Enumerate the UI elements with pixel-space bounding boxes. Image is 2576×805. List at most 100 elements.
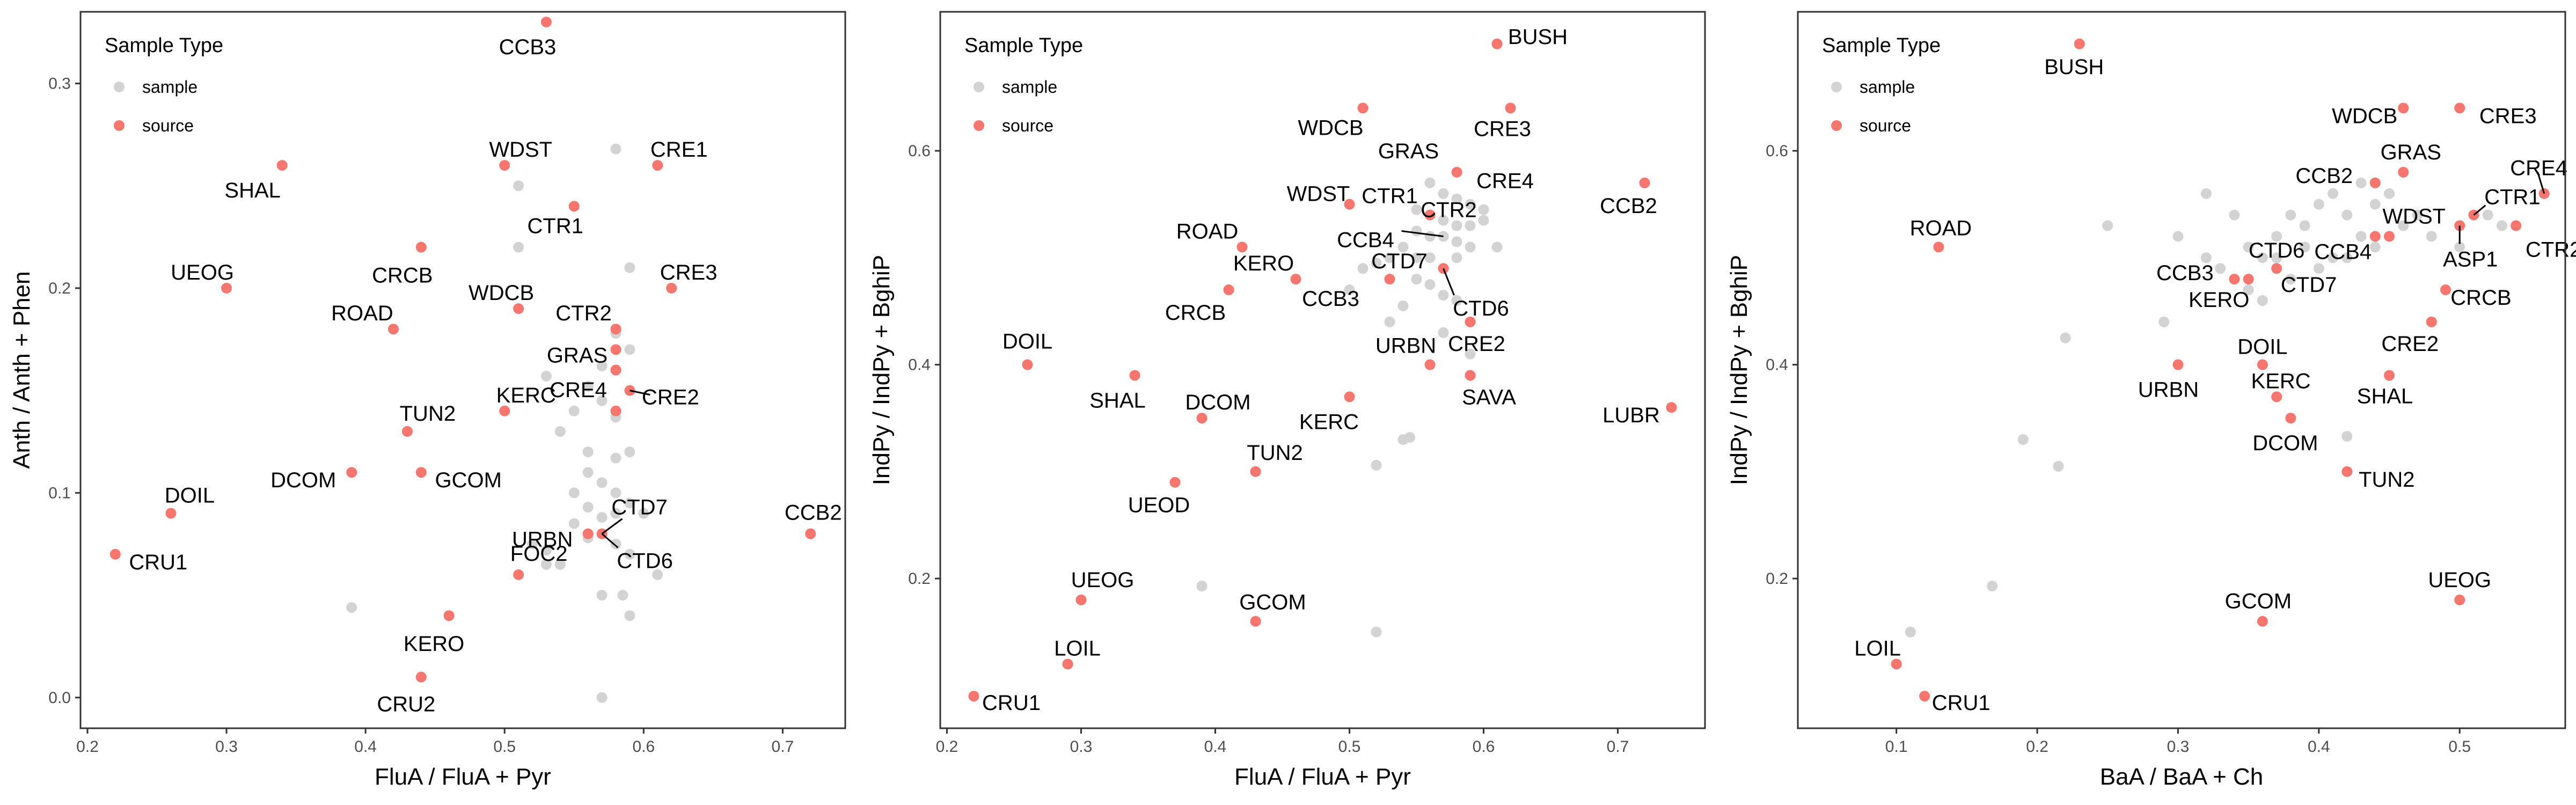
legend-key-source <box>974 120 984 131</box>
source-point <box>2341 466 2353 477</box>
point-label: CTR1 <box>1362 185 1417 208</box>
legend-key-source <box>1831 120 1842 131</box>
source-point <box>2384 370 2395 381</box>
point-label: URBN <box>2138 378 2199 402</box>
point-label: ROAD <box>331 302 393 325</box>
point-label: KERO <box>2189 288 2249 312</box>
series-source <box>968 38 1677 702</box>
sample-point <box>596 590 608 601</box>
y-tick-label: 0.0 <box>48 689 71 707</box>
point-label: GRAS <box>547 344 608 368</box>
sample-point <box>1411 204 1422 215</box>
point-label: WDST <box>489 138 552 162</box>
source-point <box>165 508 177 519</box>
sample-point <box>2285 274 2296 285</box>
point-label: CTD7 <box>1371 250 1427 273</box>
sample-point <box>624 262 635 273</box>
source-point <box>1666 402 1677 413</box>
point-label: CRCB <box>2450 286 2511 310</box>
source-point <box>1062 658 1073 670</box>
source-point <box>2074 38 2085 49</box>
sample-point <box>582 381 594 392</box>
point-label: KERO <box>404 632 464 656</box>
source-point <box>1290 274 1301 285</box>
source-point <box>1129 370 1140 381</box>
source-point <box>1236 241 1248 253</box>
legend: Sample Type sample source <box>964 34 1083 135</box>
sample-point <box>2243 241 2254 253</box>
point-label: CRE3 <box>660 261 718 284</box>
source-point <box>1491 38 1503 49</box>
source-point <box>415 241 427 253</box>
point-label: TUN2 <box>2359 468 2414 492</box>
x-axis: 0.2 0.3 0.4 0.5 0.6 0.7 <box>936 728 1629 756</box>
sample-point <box>1344 284 1355 296</box>
point-label: DCOM <box>1185 391 1250 414</box>
point-label: WDCB <box>469 281 534 305</box>
point-label: CRE4 <box>550 378 607 402</box>
sample-point <box>1424 231 1436 242</box>
sample-point <box>652 569 663 580</box>
point-label: DCOM <box>2252 431 2318 455</box>
source-point <box>499 405 510 416</box>
sample-point <box>2341 431 2353 442</box>
point-label: LOIL <box>1054 636 1101 660</box>
sample-point <box>2200 252 2212 264</box>
point-label: TUN2 <box>1247 441 1302 465</box>
sample-point <box>596 395 608 406</box>
source-point <box>2243 274 2254 285</box>
sample-point <box>582 467 594 478</box>
sample-point <box>1424 279 1436 290</box>
point-label: GRAS <box>1378 140 1439 163</box>
legend-label-source: source <box>142 116 194 135</box>
label-leader-line <box>1443 268 1455 296</box>
sample-point <box>2369 199 2381 210</box>
sample-point <box>2328 252 2339 264</box>
point-label: UEOG <box>2428 568 2491 592</box>
sample-point <box>568 487 580 499</box>
sample-point <box>2384 188 2395 199</box>
x-tick-label: 0.3 <box>2167 738 2190 756</box>
point-label: CTR2 <box>2526 238 2576 262</box>
source-point <box>2440 284 2451 296</box>
sample-point <box>2341 209 2353 221</box>
source-point <box>1919 691 1930 702</box>
sample-point <box>2369 241 2381 253</box>
source-point <box>415 671 427 683</box>
sample-point <box>610 538 621 550</box>
point-label: CTD6 <box>1453 297 1509 320</box>
sample-point <box>2482 209 2493 221</box>
legend-title: Sample Type <box>105 34 223 57</box>
x-tick-label: 0.2 <box>936 738 958 756</box>
source-point <box>2172 359 2184 370</box>
label-leader-line <box>2537 172 2545 194</box>
point-label: CCB3 <box>2156 261 2214 285</box>
sample-point <box>2454 241 2465 253</box>
sample-point <box>624 344 635 355</box>
panel-border <box>1797 11 2566 729</box>
y-tick-label: 0.2 <box>1766 570 1788 588</box>
source-point <box>221 282 232 294</box>
sample-point <box>582 447 594 458</box>
source-point <box>443 610 455 621</box>
sample-point <box>1465 220 1476 231</box>
x-tick-label: 0.3 <box>1070 738 1093 756</box>
sample-point <box>540 559 552 570</box>
point-label: TUN2 <box>400 402 456 426</box>
source-point <box>2257 616 2268 627</box>
source-point <box>2257 359 2268 370</box>
sample-point <box>568 518 580 529</box>
point-label: BUSH <box>1508 25 1568 49</box>
point-label: CTR2 <box>555 302 611 325</box>
source-point <box>2369 177 2381 188</box>
x-tick-label: 0.2 <box>2026 738 2048 756</box>
sample-point <box>638 508 649 519</box>
series-source <box>1891 38 2550 702</box>
sample-point <box>2271 252 2282 264</box>
plot-area <box>80 12 845 728</box>
point-label: CRCB <box>372 264 433 288</box>
source-point <box>1344 199 1355 210</box>
sample-point <box>513 241 524 253</box>
sample-point <box>2200 188 2212 199</box>
